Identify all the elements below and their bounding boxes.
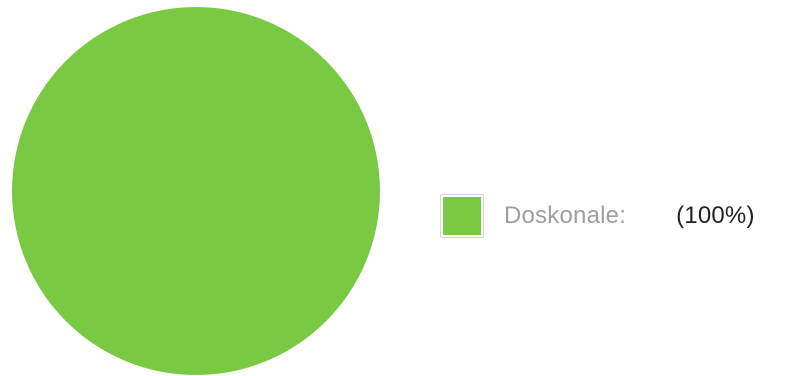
pie-chart	[12, 7, 380, 375]
chart-legend: Doskonale: (100%)	[440, 193, 755, 239]
legend-percent: (100%)	[676, 202, 755, 229]
legend-label: Doskonale:	[504, 202, 627, 229]
legend-swatch-frame	[440, 194, 484, 238]
legend-swatch	[443, 197, 481, 235]
pie-slice-0	[12, 7, 380, 375]
